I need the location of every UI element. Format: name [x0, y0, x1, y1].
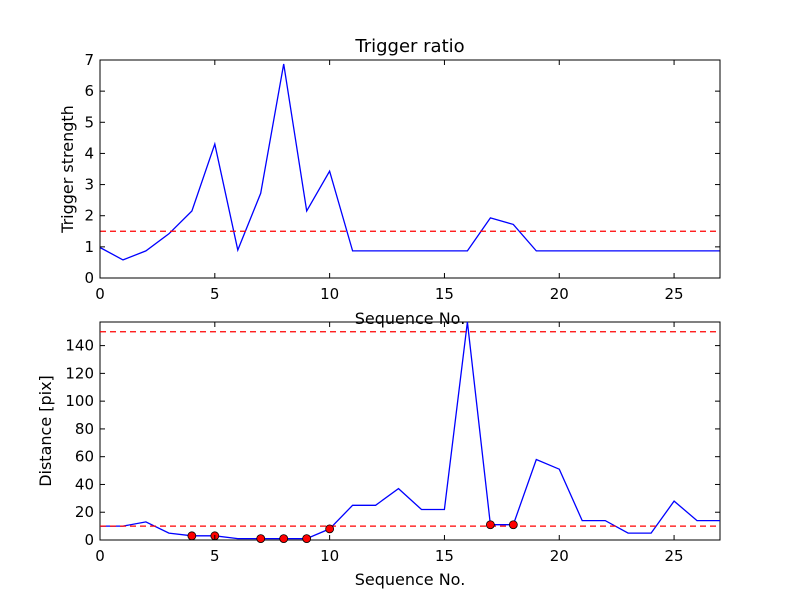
y-tick-label: 140	[65, 337, 94, 355]
x-axis-label: Sequence No.	[355, 570, 466, 589]
data-point-marker	[508, 520, 518, 530]
series-line	[99, 63, 720, 261]
x-tick-group: 0 5 10 15 20 25	[95, 60, 684, 303]
y-tick-label: 6	[84, 82, 94, 100]
y-axis-label: Distance [pix]	[36, 375, 55, 487]
y-tick-label: 4	[84, 144, 94, 162]
x-tick-label: 25	[665, 547, 684, 565]
y-tick-label: 40	[75, 475, 94, 493]
data-point-marker	[187, 531, 197, 541]
y-tick-label: 0	[84, 269, 94, 287]
x-tick-label: 20	[550, 285, 569, 303]
y-tick-label: 20	[75, 503, 94, 521]
plot-frame	[99, 321, 721, 541]
y-tick-label: 80	[75, 420, 94, 438]
x-tick-label: 10	[320, 285, 339, 303]
plot-area	[99, 63, 720, 261]
x-tick-label: 5	[210, 547, 220, 565]
series-line	[100, 321, 720, 540]
data-point-marker	[325, 524, 335, 534]
y-tick-label: 0	[84, 531, 94, 549]
x-tick-label: 25	[665, 285, 684, 303]
y-tick-label: 5	[84, 113, 94, 131]
x-tick-label: 5	[210, 285, 220, 303]
x-axis-label: Sequence No.	[355, 309, 466, 328]
y-axis-label: Trigger strength	[58, 105, 77, 234]
y-tick-label: 2	[84, 207, 94, 225]
x-tick-label: 0	[95, 547, 105, 565]
x-tick-label: 10	[320, 547, 339, 565]
x-tick-group: 0 5 10 15 20 25	[95, 322, 684, 565]
plot-frame	[99, 59, 721, 279]
y-tick-group: 0 20 40 60 80 100 120 140	[65, 337, 720, 549]
y-tick-label: 60	[75, 448, 94, 466]
trigger-ratio-chart: Trigger ratio 0 5 10 15 20 25 0 1 2 3 4 5 6 7 Sequen…	[58, 36, 721, 328]
data-point-marker	[485, 520, 495, 530]
y-tick-label: 120	[65, 364, 94, 382]
y-tick-label: 3	[84, 176, 94, 194]
x-tick-label: 15	[435, 285, 454, 303]
data-point-marker	[302, 534, 312, 544]
x-tick-label: 0	[95, 285, 105, 303]
y-tick-label: 100	[65, 392, 94, 410]
chart-title: Trigger ratio	[354, 36, 464, 57]
x-tick-label: 15	[435, 547, 454, 565]
y-tick-label: 1	[84, 238, 94, 256]
data-point-marker	[256, 534, 266, 544]
distance-chart: 0 5 10 15 20 25 0 20 40 60 80 100 120 140 Sequence N…	[36, 321, 721, 589]
y-tick-label: 7	[84, 51, 94, 69]
x-tick-label: 20	[550, 547, 569, 565]
data-point-marker	[279, 534, 289, 544]
plot-area-foreground	[100, 321, 720, 544]
